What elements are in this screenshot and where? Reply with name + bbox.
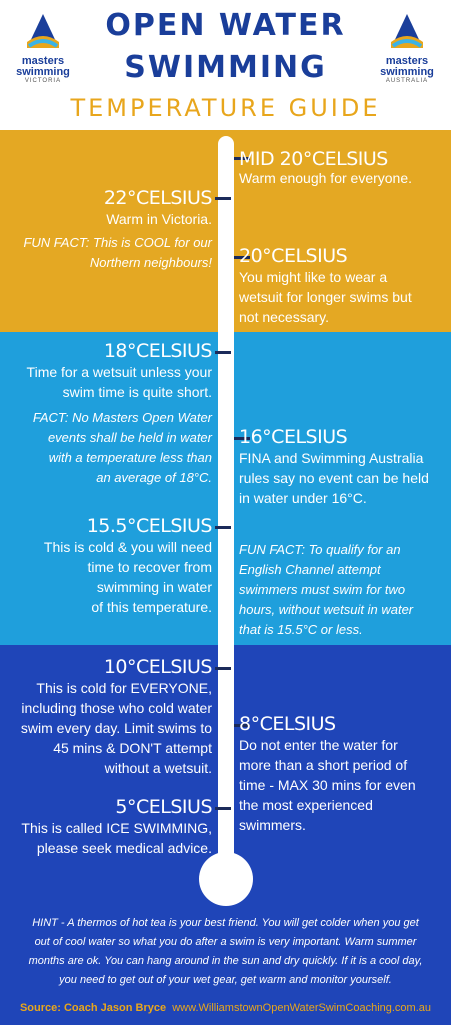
fun-fact-line: Northern neighbours! <box>89 255 212 270</box>
level-heading: 10°CELSIUS <box>103 656 213 678</box>
level-text-line: 45 mins & DON'T attempt <box>53 740 212 756</box>
logo-left-line1: masters <box>21 55 65 67</box>
logo-right-line1: masters <box>385 55 429 67</box>
level-8: 8°CELSIUS Do not enter the water for mor… <box>239 713 447 835</box>
level-text-line: This is called ICE SWIMMING, <box>21 820 212 836</box>
fun-fact-line: hours, without wetsuit in water <box>239 602 414 617</box>
tick-18 <box>215 351 231 354</box>
source-url-link[interactable]: www.WilliamstownOpenWaterSwimCoaching.co… <box>172 1002 432 1014</box>
level-text-line: swim every day. Limit swims to <box>20 720 212 736</box>
tick-15-5 <box>215 526 231 529</box>
level-text-line: swimming in water <box>96 579 212 595</box>
level-text-line: time - MAX 30 mins for even <box>239 777 416 793</box>
level-text-line: You might like to wear a <box>239 269 388 285</box>
level-22: 22°CELSIUS Warm in Victoria. FUN FACT: T… <box>10 187 212 273</box>
tick-20 <box>234 256 250 259</box>
tick-5 <box>215 807 231 810</box>
level-text-line: not necessary. <box>239 309 330 325</box>
tick-10 <box>215 667 231 670</box>
hint-line: you need to get out of your wet gear, ge… <box>59 974 392 986</box>
level-heading: 16°CELSIUS <box>239 426 348 448</box>
logo-right-line3: AUSTRALIA <box>385 78 429 84</box>
masters-swimming-australia-logo: masters swimming AUSTRALIA <box>372 12 442 84</box>
level-heading: 8°CELSIUS <box>239 713 336 735</box>
level-heading: 15.5°CELSIUS <box>86 515 213 537</box>
level-text-line: This is cold for EVERYONE, <box>36 680 212 696</box>
level-5: 5°CELSIUS This is called ICE SWIMMING, p… <box>10 796 212 858</box>
level-heading: 22°CELSIUS <box>103 187 213 209</box>
level-text-line: Do not enter the water for <box>239 737 398 753</box>
level-text-line: swim time is quite short. <box>62 384 212 400</box>
fact-line: with a temperature less than <box>48 450 212 465</box>
level-text: Warm enough for everyone. <box>239 170 413 186</box>
level-text-line: rules say no event can be held <box>239 470 429 486</box>
level-text-line: without a wetsuit. <box>104 760 212 776</box>
tick-22 <box>215 197 231 200</box>
level-text-line: more than a short period of <box>239 757 408 773</box>
title-line1: OPEN WATER <box>105 8 346 43</box>
level-text-line: please seek medical advice. <box>36 840 212 856</box>
hint-text: HINT - A thermos of hot tea is your best… <box>10 914 441 990</box>
level-text-line: This is cold & you will need <box>43 539 212 555</box>
level-20: 20°CELSIUS You might like to wear a wets… <box>239 245 444 327</box>
level-text-line: of this temperature. <box>91 599 212 615</box>
hint-line: HINT - A thermos of hot tea is your best… <box>32 917 419 929</box>
subtitle: TEMPERATURE GUIDE <box>70 94 381 122</box>
level-heading: 20°CELSIUS <box>239 245 348 267</box>
thermometer-bulb <box>199 852 253 906</box>
fun-fact-line: FUN FACT: This is COOL for our <box>23 235 212 250</box>
fact-line: FACT: No Masters Open Water <box>32 410 212 425</box>
hint-band <box>0 913 451 1025</box>
tick-8 <box>234 724 250 727</box>
hint-line: out of cool water so what you do after a… <box>34 936 417 948</box>
level-15-5: 15.5°CELSIUS This is cold & you will nee… <box>10 515 213 617</box>
logo-left-line2: swimming <box>16 66 70 78</box>
logo-left-line3: VICTORIA <box>24 78 62 84</box>
level-text-line: including those who cold water <box>21 700 212 716</box>
header: masters swimming VICTORIA OPEN WATER SWI… <box>0 0 451 130</box>
level-heading: 5°CELSIUS <box>115 796 212 818</box>
fun-fact-line: English Channel attempt <box>239 562 381 577</box>
fact-line: events shall be held in water <box>47 430 212 445</box>
title-line2: SWIMMING <box>124 50 327 85</box>
fun-fact-line: that is 15.5°C or less. <box>239 622 363 637</box>
source-credit: Source: Coach Jason Bryce www.Williamsto… <box>0 1002 451 1014</box>
level-heading: MID 20°CELSIUS <box>239 148 388 170</box>
level-16: 16°CELSIUS FINA and Swimming Australia r… <box>239 426 447 508</box>
wave-logo-icon <box>27 14 59 48</box>
fact-line: an average of 18°C. <box>96 470 212 485</box>
fun-fact-line: FUN FACT: To qualify for an <box>239 542 401 557</box>
source-label: Source: Coach Jason Bryce <box>19 1002 167 1014</box>
level-18: 18°CELSIUS Time for a wetsuit unless you… <box>4 340 213 488</box>
level-10: 10°CELSIUS This is cold for EVERYONE, in… <box>4 656 213 778</box>
level-text-line: wetsuit for longer swims but <box>239 289 412 305</box>
thermometer-tube <box>218 136 234 876</box>
level-text-line: in water under 16°C. <box>239 490 367 506</box>
level-text-line: time to recover from <box>87 559 212 575</box>
logo-right-line2: swimming <box>380 66 434 78</box>
level-text: Warm in Victoria. <box>106 211 212 227</box>
level-text-line: FINA and Swimming Australia <box>239 450 424 466</box>
level-text-line: the most experienced <box>239 797 373 813</box>
level-mid20: MID 20°CELSIUS Warm enough for everyone. <box>239 148 444 188</box>
fun-fact-15-5: FUN FACT: To qualify for an English Chan… <box>239 540 449 640</box>
wave-logo-icon <box>391 14 423 48</box>
hint-line: months are ok. You can hang around in th… <box>28 955 423 967</box>
masters-swimming-victoria-logo: masters swimming VICTORIA <box>8 12 78 84</box>
tick-16 <box>234 437 250 440</box>
level-text-line: swimmers. <box>239 817 306 833</box>
level-heading: 18°CELSIUS <box>103 340 213 362</box>
level-text-line: Time for a wetsuit unless your <box>26 364 212 380</box>
fun-fact-line: swimmers must swim for two <box>239 582 406 597</box>
tick-mid20 <box>234 157 250 160</box>
